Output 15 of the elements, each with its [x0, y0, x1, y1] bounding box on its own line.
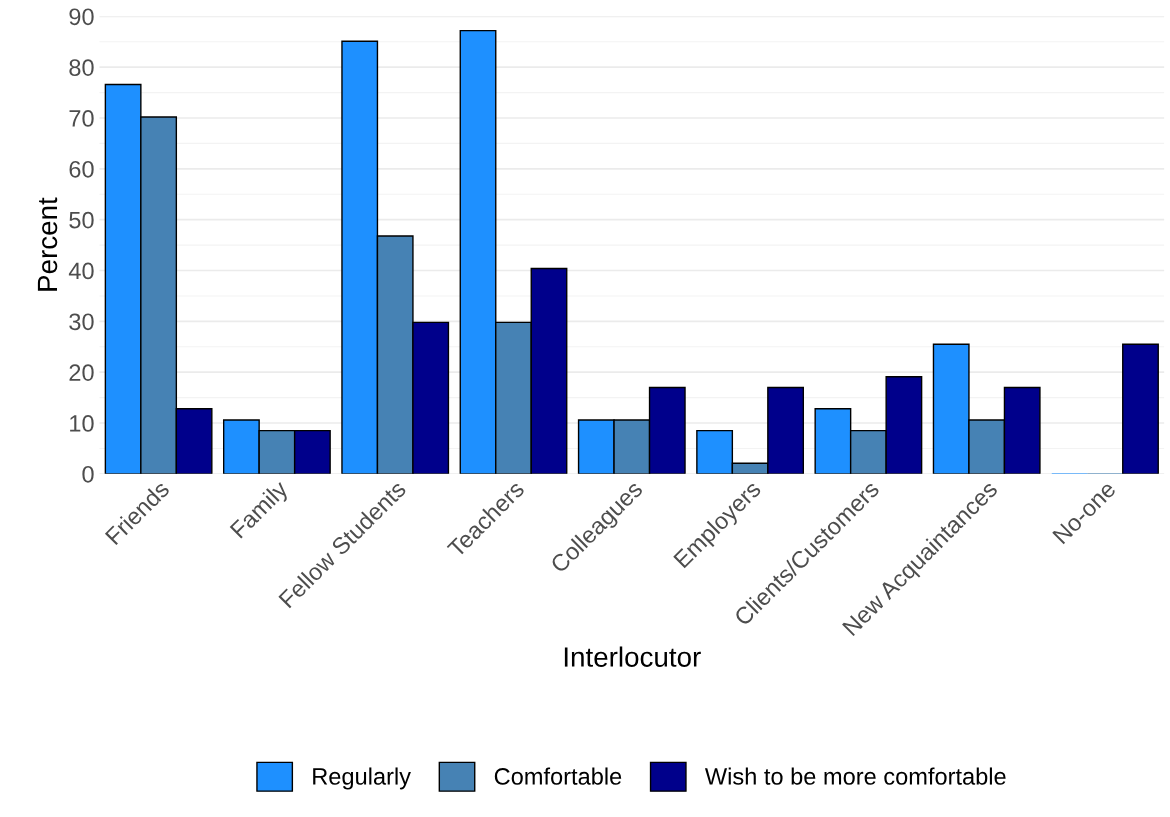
legend-label: Comfortable — [494, 767, 622, 785]
y-tick-label: 90 — [69, 8, 94, 26]
y-tick-label: 40 — [68, 262, 94, 280]
legend-label: Regularly — [313, 767, 411, 790]
y-tick-label: 0 — [82, 465, 94, 483]
y-tick-label: 50 — [69, 211, 94, 229]
y-tick-label: 70 — [69, 110, 94, 127]
y-tick-label: 30 — [69, 313, 94, 331]
legend-label: Wish to be more comfortable — [704, 767, 1006, 785]
y-tick-label: 10 — [70, 415, 94, 432]
y-tick-label: 60 — [69, 160, 94, 178]
y-axis-title: Percent — [37, 197, 58, 291]
x-axis-title: Interlocutor — [564, 646, 701, 667]
y-tick-label: 20 — [69, 364, 94, 381]
y-tick-label: 80 — [69, 59, 94, 76]
